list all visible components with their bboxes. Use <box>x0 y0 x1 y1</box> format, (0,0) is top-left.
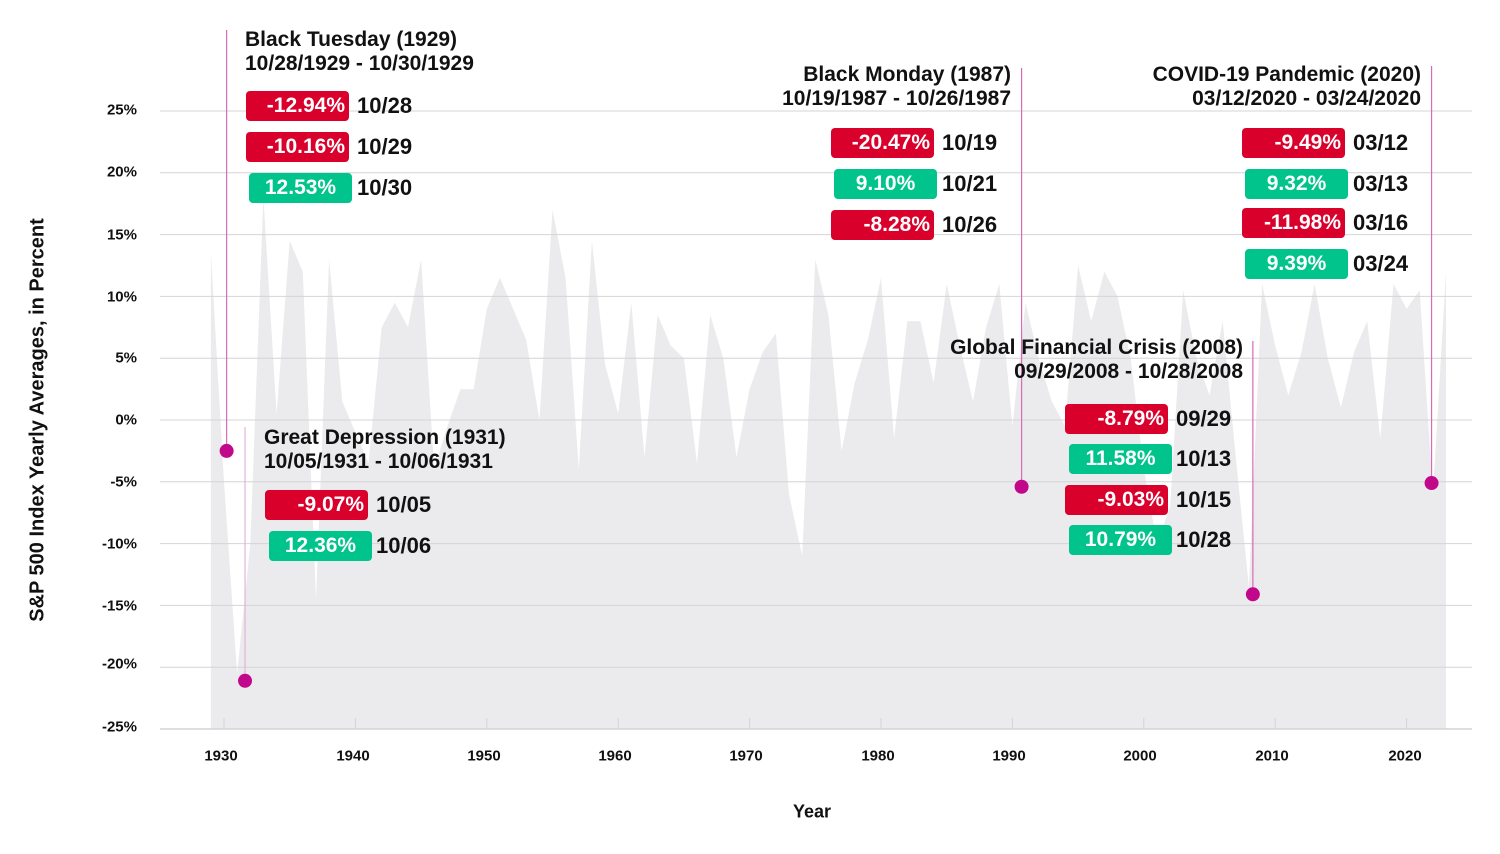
event-row: -8.28% 10/26 <box>831 210 997 240</box>
change-badge-negative: -9.07% <box>265 490 368 520</box>
x-tick-label: 1990 <box>992 747 1026 765</box>
event-row-date: 10/30 <box>357 175 413 200</box>
event-date-range: 03/12/2020 - 03/24/2020 <box>1192 87 1421 110</box>
change-badge-positive: 12.36% <box>269 531 372 561</box>
event-row-date: 03/16 <box>1353 210 1409 235</box>
y-tick-label: -10% <box>101 535 137 553</box>
x-tick-label: 1930 <box>204 747 238 765</box>
event-title: COVID-19 Pandemic (2020) <box>1152 63 1421 86</box>
event-row: -9.07% 10/05 <box>265 490 431 520</box>
change-badge-positive: 10.79% <box>1069 525 1172 555</box>
event-row-date: 10/29 <box>357 134 413 159</box>
event-covid-19: COVID-19 Pandemic (2020) 03/12/2020 - 03… <box>1153 63 1421 111</box>
event-great-depression: Great Depression (1931) 10/05/1931 - 10/… <box>264 426 506 474</box>
event-title: Black Tuesday (1929) <box>245 28 458 51</box>
y-tick-label: 25% <box>106 101 137 119</box>
event-global-financial-crisis: Global Financial Crisis (2008) 09/29/200… <box>950 336 1243 384</box>
event-row: 9.10% 10/21 <box>834 169 997 199</box>
event-row: -11.98% 03/16 <box>1242 208 1408 238</box>
change-badge-negative: -10.16% <box>246 132 349 162</box>
y-tick-label: 15% <box>106 226 137 244</box>
y-tick-label: 10% <box>106 288 137 306</box>
event-date-range: 09/29/2008 - 10/28/2008 <box>1014 360 1243 383</box>
event-row-date: 10/28 <box>1176 527 1232 552</box>
change-badge-positive: 9.10% <box>834 169 937 199</box>
event-date-range: 10/28/1929 - 10/30/1929 <box>245 52 474 75</box>
event-row-date: 10/28 <box>357 93 413 118</box>
x-tick-label: 2000 <box>1123 747 1157 765</box>
change-badge-positive: 12.53% <box>249 173 352 203</box>
event-row-date: 10/15 <box>1176 487 1232 512</box>
event-title: Global Financial Crisis (2008) <box>950 336 1243 359</box>
event-title: Great Depression (1931) <box>264 426 506 449</box>
x-axis-title: Year <box>792 801 832 822</box>
event-row: 9.39% 03/24 <box>1245 249 1408 279</box>
y-axis-title: S&P 500 Index Yearly Averages, in Percen… <box>26 218 49 622</box>
x-tick-label: 1950 <box>467 747 501 765</box>
change-badge-negative: -12.94% <box>246 91 349 121</box>
change-badge-negative: -20.47% <box>831 128 934 158</box>
annotation-leader-lines <box>219 30 1439 688</box>
event-row-date: 10/21 <box>942 171 998 196</box>
event-date-range: 10/05/1931 - 10/06/1931 <box>264 450 493 473</box>
change-badge-negative: -9.49% <box>1242 128 1345 158</box>
event-row: 9.32% 03/13 <box>1245 169 1408 199</box>
event-row: 12.36% 10/06 <box>269 531 431 561</box>
y-tick-label: 20% <box>106 163 137 181</box>
event-row: -20.47% 10/19 <box>831 128 997 158</box>
x-tick-label: 1980 <box>861 747 895 765</box>
x-tick-label: 2020 <box>1388 747 1422 765</box>
event-black-monday: Black Monday (1987) 10/19/1987 - 10/26/1… <box>782 63 1011 111</box>
area-series <box>210 197 1446 729</box>
event-marker-dot <box>1245 587 1260 602</box>
y-tick-label: 0% <box>115 411 137 429</box>
event-row: -8.79% 09/29 <box>1065 404 1231 434</box>
event-row-date: 10/06 <box>376 533 432 558</box>
change-badge-negative: -8.28% <box>831 210 934 240</box>
change-badge-positive: 11.58% <box>1069 444 1172 474</box>
event-row-date: 10/26 <box>942 212 998 237</box>
y-tick-label: -5% <box>110 473 137 491</box>
event-marker-dot <box>1424 476 1439 491</box>
event-title: Black Monday (1987) <box>803 63 1011 86</box>
y-tick-label: 5% <box>115 349 137 367</box>
event-row: -10.16% 10/29 <box>246 132 412 162</box>
x-tick-label: 1970 <box>729 747 763 765</box>
change-badge-positive: 9.32% <box>1245 169 1348 199</box>
change-badge-negative: -8.79% <box>1065 404 1168 434</box>
event-row-date: 10/13 <box>1176 446 1232 471</box>
y-tick-label: -20% <box>101 655 137 673</box>
y-tick-label: -15% <box>101 597 137 615</box>
event-marker-dot <box>1014 479 1029 494</box>
event-marker-dot <box>238 673 253 688</box>
x-tick-label: 1940 <box>336 747 370 765</box>
event-row: -9.03% 10/15 <box>1065 485 1231 515</box>
x-tick-label: 2010 <box>1255 747 1289 765</box>
event-row-date: 03/12 <box>1353 130 1409 155</box>
event-date-range: 10/19/1987 - 10/26/1987 <box>782 87 1011 110</box>
change-badge-negative: -9.03% <box>1065 485 1168 515</box>
event-row: -9.49% 03/12 <box>1242 128 1408 158</box>
change-badge-positive: 9.39% <box>1245 249 1348 279</box>
event-black-tuesday: Black Tuesday (1929) 10/28/1929 - 10/30/… <box>245 28 474 76</box>
event-row: 12.53% 10/30 <box>249 173 412 203</box>
event-row-date: 03/24 <box>1353 251 1409 276</box>
y-tick-label: -25% <box>101 718 137 736</box>
event-row: 11.58% 10/13 <box>1069 444 1231 474</box>
event-marker-dot <box>219 443 234 458</box>
change-badge-negative: -11.98% <box>1242 208 1345 238</box>
event-row: -12.94% 10/28 <box>246 91 412 121</box>
event-row-date: 03/13 <box>1353 171 1409 196</box>
x-tick-label: 1960 <box>598 747 632 765</box>
x-tick-marks <box>223 718 1408 729</box>
event-row-date: 10/19 <box>942 130 998 155</box>
event-row-date: 10/05 <box>376 492 432 517</box>
event-row-date: 09/29 <box>1176 406 1232 431</box>
event-row: 10.79% 10/28 <box>1069 525 1231 555</box>
